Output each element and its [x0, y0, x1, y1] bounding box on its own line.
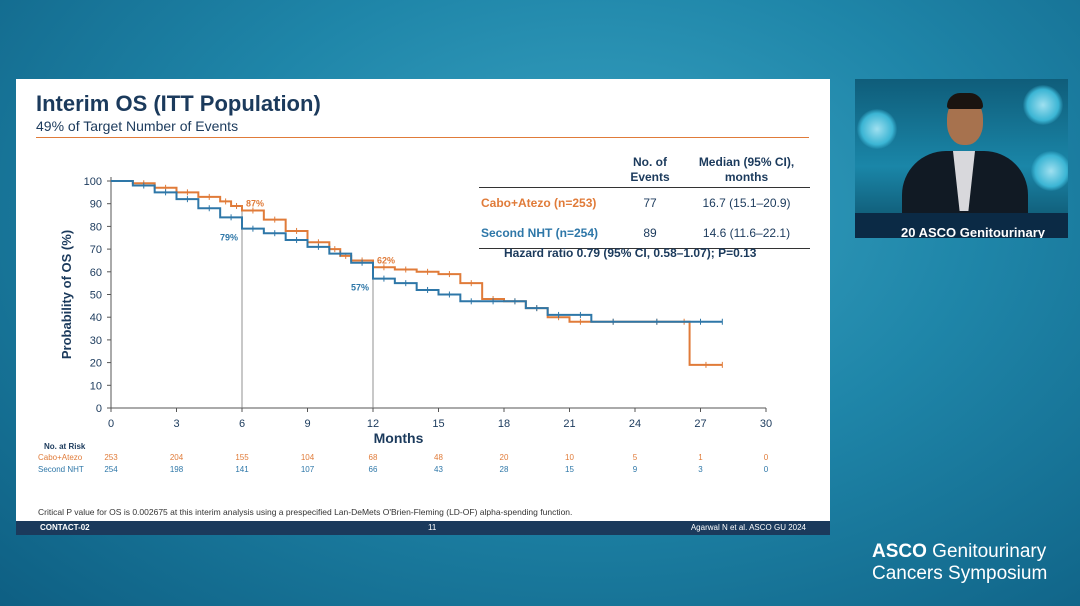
at-risk-title: No. at Risk	[44, 442, 86, 451]
y-tick-label: 90	[90, 199, 102, 211]
x-tick-label: 0	[108, 418, 114, 430]
y-tick-label: 10	[90, 380, 102, 392]
speaker-shirt	[953, 151, 975, 211]
x-tick-label: 27	[694, 418, 706, 430]
landmark-label: 79%	[220, 233, 238, 243]
at-risk-value: 28	[500, 465, 509, 474]
at-risk-value: 198	[170, 465, 184, 474]
stats-header-events: No. of Events	[630, 155, 670, 184]
y-tick-label: 40	[90, 312, 102, 324]
y-tick-label: 50	[90, 290, 102, 302]
at-risk-value: 20	[500, 453, 509, 462]
at-risk-value: 104	[301, 453, 315, 462]
at-risk-value: 15	[565, 465, 574, 474]
x-axis-label: Months	[374, 430, 424, 446]
slide-subtitle: 49% of Target Number of Events	[36, 118, 239, 134]
footer-trial-name: CONTACT-02	[40, 523, 90, 532]
x-tick-label: 9	[304, 418, 310, 430]
y-tick-label: 30	[90, 335, 102, 347]
x-tick-label: 21	[563, 418, 575, 430]
arm-label-nht: Second NHT (n=254)	[479, 218, 617, 249]
hazard-ratio: Hazard ratio 0.79 (95% CI, 0.58–1.07); P…	[504, 246, 757, 260]
stats-header-median: Median (95% CI), months	[698, 155, 795, 184]
at-risk-value: 66	[369, 465, 378, 474]
arm-label-cabo: Cabo+Atezo (n=253)	[479, 187, 617, 218]
logo-line-2: Cancers Symposium	[872, 563, 1048, 584]
events-cabo: 77	[617, 187, 683, 218]
y-axis-label: Probability of OS (%)	[59, 230, 74, 359]
at-risk-value: 3	[698, 465, 703, 474]
y-tick-label: 0	[96, 403, 102, 415]
at-risk-value: 141	[235, 465, 249, 474]
x-tick-label: 30	[760, 418, 772, 430]
median-cabo: 16.7 (15.1–20.9)	[683, 187, 810, 218]
asco-gu-logo: ASCO Genitourinary Cancers Symposium	[872, 541, 1047, 585]
at-risk-value: 68	[369, 453, 378, 462]
x-tick-label: 24	[629, 418, 641, 430]
x-tick-label: 15	[432, 418, 444, 430]
at-risk-value: 107	[301, 465, 315, 474]
x-tick-label: 18	[498, 418, 510, 430]
at-risk-value: 5	[633, 453, 638, 462]
podium-text: 20 ASCO Genitourinary	[901, 225, 1045, 238]
logo-asco: ASCO	[872, 541, 927, 562]
y-tick-label: 20	[90, 358, 102, 370]
at-risk-label: Second NHT	[38, 465, 84, 474]
at-risk-value: 1	[698, 453, 703, 462]
at-risk-value: 0	[764, 453, 769, 462]
podium	[855, 213, 1068, 238]
title-divider	[36, 137, 809, 138]
presentation-slide: Interim OS (ITT Population) 49% of Targe…	[16, 79, 830, 535]
logo-genitourinary: Genitourinary	[926, 541, 1047, 562]
at-risk-value: 0	[764, 465, 769, 474]
km-curve-second-nht	[111, 180, 723, 323]
at-risk-value: 155	[235, 453, 249, 462]
y-tick-label: 80	[90, 221, 102, 233]
x-tick-label: 6	[239, 418, 245, 430]
at-risk-value: 43	[434, 465, 443, 474]
wall-light	[1023, 85, 1063, 125]
table-row: Second NHT (n=254) 89 14.6 (11.6–22.1)	[479, 218, 810, 249]
stats-table: No. of Events Median (95% CI), months Ca…	[479, 153, 810, 249]
footer-page-number: 11	[428, 523, 437, 532]
slide-title: Interim OS (ITT Population)	[36, 91, 321, 116]
speaker-video-feed: 20 ASCO Genitourinary	[855, 79, 1068, 238]
at-risk-value: 254	[104, 465, 118, 474]
at-risk-value: 9	[633, 465, 638, 474]
at-risk-value: 204	[170, 453, 184, 462]
speaker-hair	[947, 93, 983, 109]
x-tick-label: 12	[367, 418, 379, 430]
median-nht: 14.6 (11.6–22.1)	[683, 218, 810, 249]
at-risk-label: Cabo+Atezo	[38, 453, 83, 462]
at-risk-value: 48	[434, 453, 443, 462]
landmark-label: 62%	[377, 255, 395, 265]
at-risk-value: 253	[104, 453, 118, 462]
landmark-label: 57%	[351, 283, 369, 293]
events-nht: 89	[617, 218, 683, 249]
y-tick-label: 60	[90, 267, 102, 279]
y-tick-label: 70	[90, 244, 102, 256]
y-tick-label: 100	[84, 176, 102, 188]
logo-line-1: ASCO Genitourinary	[872, 541, 1047, 563]
stats-header-arm	[479, 153, 617, 188]
at-risk-value: 10	[565, 453, 574, 462]
x-tick-label: 3	[173, 418, 179, 430]
landmark-label: 87%	[246, 199, 264, 209]
wall-light	[857, 109, 897, 149]
slide-footnote: Critical P value for OS is 0.002675 at t…	[38, 507, 573, 517]
table-row: Cabo+Atezo (n=253) 77 16.7 (15.1–20.9)	[479, 187, 810, 218]
footer-citation: Agarwal N et al. ASCO GU 2024	[690, 523, 806, 532]
slide-footer: CONTACT-02 11 Agarwal N et al. ASCO GU 2…	[16, 521, 830, 535]
wall-light	[1031, 151, 1068, 191]
